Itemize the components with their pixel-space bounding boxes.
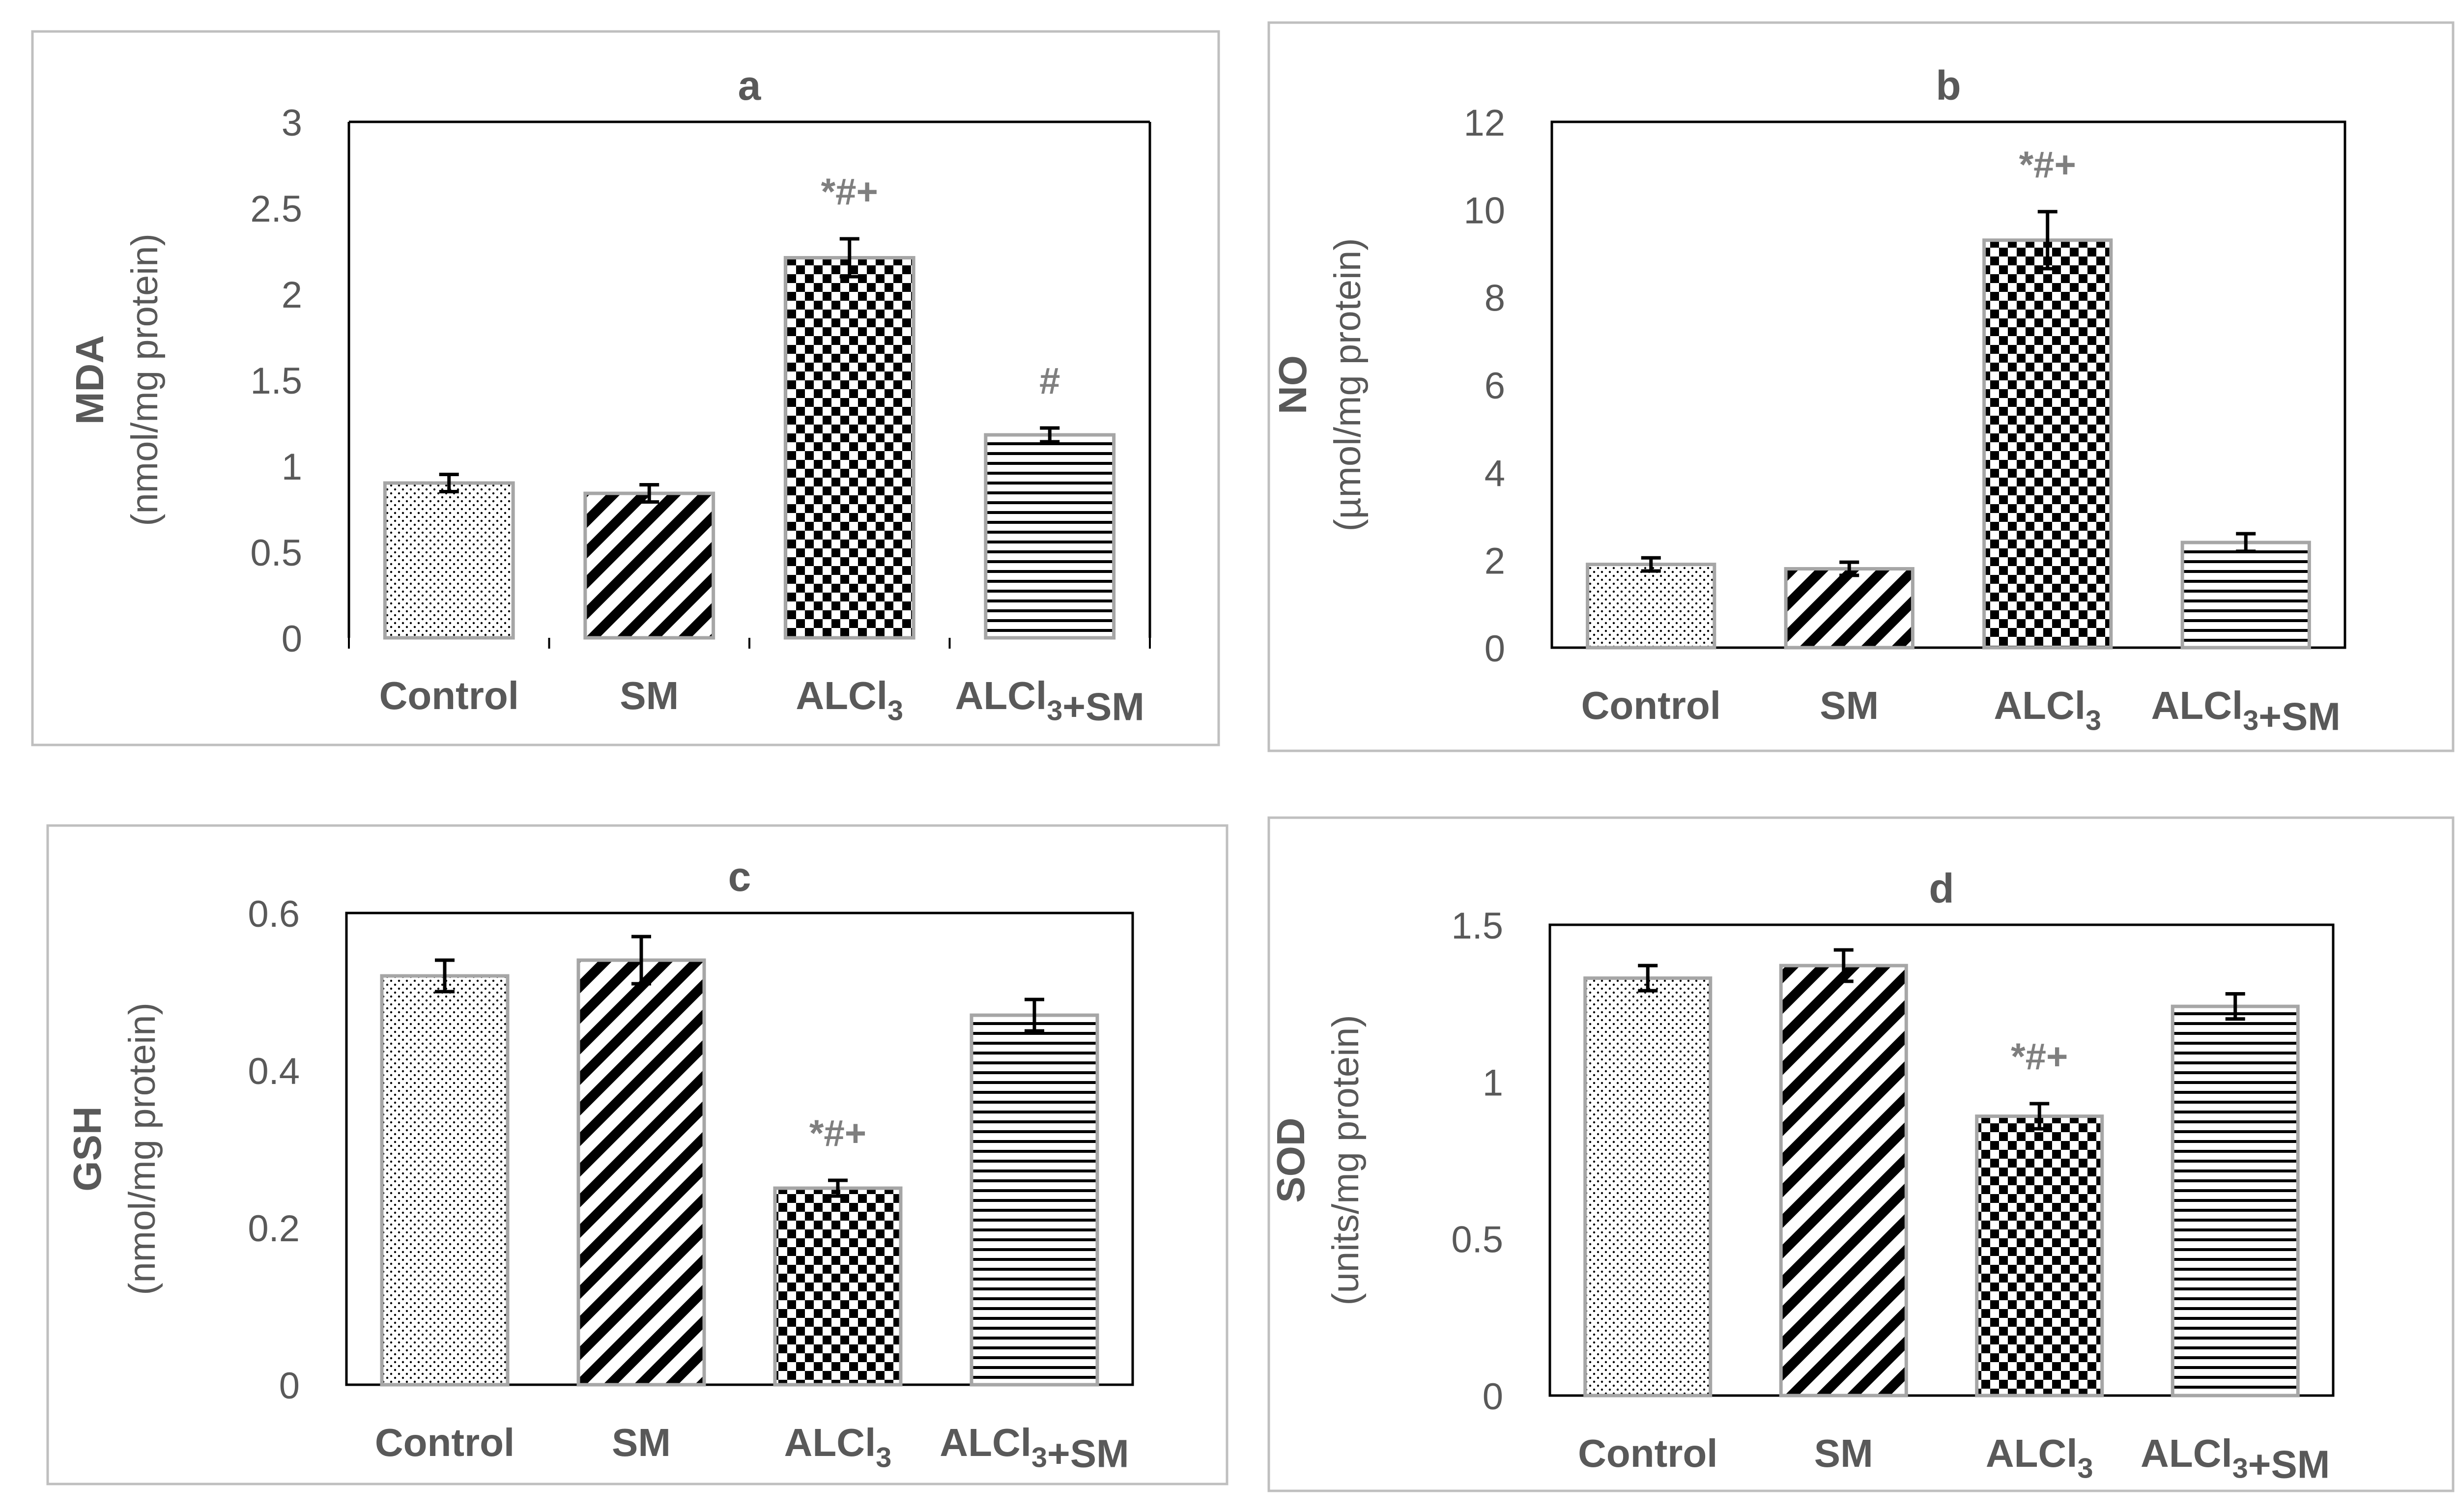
bar-3 <box>783 256 915 640</box>
y-tick-label: 8 <box>1485 278 1505 319</box>
y-tick-label: 0.4 <box>248 1051 300 1092</box>
y-tick-label: 0 <box>1485 628 1505 670</box>
bar-2 <box>1779 964 1908 1398</box>
y-tick-label: 1.5 <box>1451 905 1503 947</box>
chart-panel-b: b 0 2 4 6 8 10 12 NO (µmol/mg protein) Control SM *#… <box>1267 21 2455 752</box>
y-axis-label: GSH <box>65 1106 109 1191</box>
bar-3 <box>1982 238 2113 650</box>
y-axis-label: MDA <box>68 335 112 425</box>
y-tick-label: 10 <box>1463 190 1505 231</box>
x-tick-label: SM <box>1814 1431 1873 1475</box>
chart-title: c <box>728 854 751 900</box>
x-tick-label: SM <box>620 674 679 717</box>
y-axis-label: SOD <box>1269 1117 1313 1202</box>
x-tick-label: ALCl3+SM <box>955 674 1144 728</box>
significance-label: *#+ <box>809 1113 866 1154</box>
y-tick-label: 12 <box>1463 102 1505 144</box>
significance-label: *#+ <box>2011 1036 2068 1078</box>
y-tick-label: 0.5 <box>1451 1219 1503 1261</box>
chart-panel-c: c 0 0.2 0.4 0.6 GSH (nmol/mg protein) Control SM… <box>46 824 1228 1485</box>
chart-title: a <box>738 62 762 109</box>
y-axis-unit: (nmol/mg protein) <box>124 233 166 526</box>
y-tick-label: 6 <box>1485 365 1505 407</box>
chart-panel-d: d 0 0.5 1 1.5 SOD (units/mg protein) Control SM *… <box>1267 816 2455 1492</box>
bar-1 <box>1586 563 1716 650</box>
y-tick-label: 2 <box>1485 541 1505 582</box>
bar-4 <box>2171 1004 2300 1398</box>
y-tick-label: 0.2 <box>248 1208 300 1250</box>
x-tick-label: Control <box>1578 1431 1717 1475</box>
y-tick-label: 0.5 <box>250 532 302 574</box>
y-axis-unit: (units/mg protein) <box>1325 1015 1367 1305</box>
x-tick-label: ALCl3+SM <box>2151 684 2341 738</box>
significance-label: # <box>1039 360 1060 402</box>
x-tick-label: SM <box>612 1421 671 1464</box>
bar-4 <box>2180 541 2311 650</box>
bar-4 <box>984 433 1116 640</box>
y-tick-label: 0 <box>1483 1376 1503 1418</box>
significance-label: *#+ <box>2019 144 2076 186</box>
bar-2 <box>576 958 706 1387</box>
x-tick-label: ALCl3+SM <box>2141 1431 2330 1486</box>
y-tick-label: 0 <box>282 618 302 660</box>
bar-1 <box>1583 976 1713 1398</box>
plot-frame <box>1550 120 2346 649</box>
y-tick-label: 3 <box>282 102 302 144</box>
x-tick-label: ALCl3 <box>1986 1431 2093 1484</box>
bar-2 <box>583 491 715 640</box>
y-tick-label: 0 <box>279 1365 300 1407</box>
y-tick-label: 1 <box>282 446 302 488</box>
x-tick-label: Control <box>375 1421 514 1464</box>
bar-4 <box>970 1013 1099 1387</box>
bar-3 <box>773 1186 903 1387</box>
x-tick-label: ALCl3+SM <box>940 1421 1129 1475</box>
y-axis-label: NO <box>1271 355 1314 414</box>
x-tick-label: ALCl3 <box>1994 684 2101 736</box>
chart-title: b <box>1936 62 1961 109</box>
y-tick-label: 2.5 <box>250 188 302 230</box>
bar-1 <box>380 974 510 1387</box>
y-tick-label: 1 <box>1483 1062 1503 1104</box>
x-tick-label: ALCl3 <box>796 674 903 726</box>
x-tick-label: Control <box>1581 684 1721 727</box>
x-tick-label: ALCl3 <box>784 1421 892 1473</box>
plot-frame <box>345 912 1134 1386</box>
bar-2 <box>1784 567 1914 650</box>
y-axis-unit: (µmol/mg protein) <box>1327 238 1369 531</box>
y-tick-label: 2 <box>282 274 302 316</box>
bar-1 <box>383 481 515 640</box>
bar-3 <box>1975 1114 2104 1398</box>
y-tick-label: 0.6 <box>248 893 300 935</box>
chart-title: d <box>1929 865 1954 912</box>
x-tick-label: SM <box>1820 684 1879 727</box>
plot-frame <box>1548 923 2335 1397</box>
significance-label: *#+ <box>821 171 878 213</box>
x-tick-label: Control <box>379 674 519 717</box>
y-axis-unit: (nmol/mg protein) <box>121 1002 163 1295</box>
chart-panel-a: a 0 0.5 1 1.5 2 2.5 3 MDA (nmol/mg protein) Contro… <box>31 30 1220 746</box>
y-tick-label: 4 <box>1485 453 1505 494</box>
y-tick-label: 1.5 <box>250 360 302 402</box>
